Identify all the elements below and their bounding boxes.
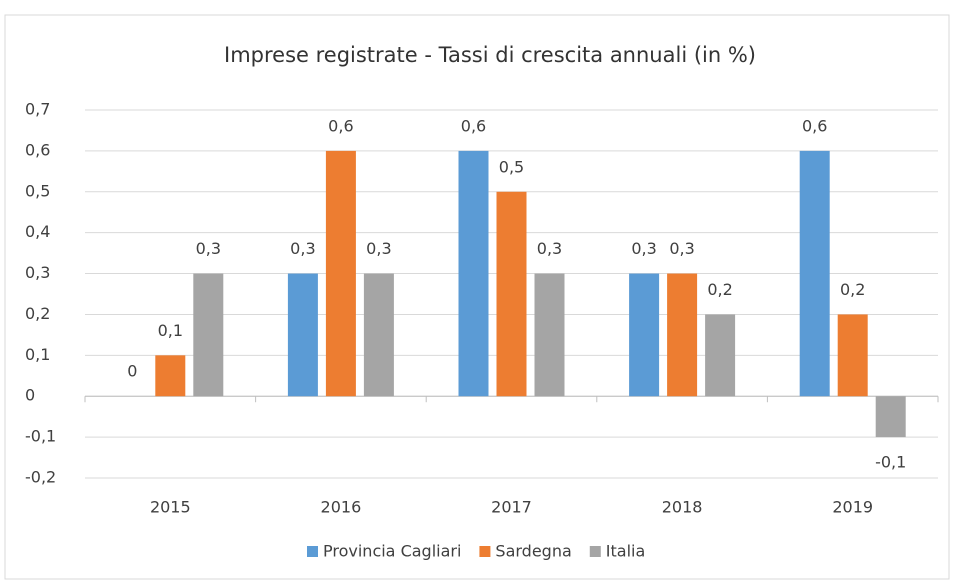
bar (837, 314, 868, 397)
bar (667, 273, 698, 397)
chart-title: Imprese registrate - Tassi di crescita a… (224, 43, 756, 67)
legend-label: Provincia Cagliari (323, 542, 461, 561)
bar (155, 355, 186, 397)
x-tick-label: 2019 (832, 498, 873, 517)
data-label: 0,2 (707, 280, 732, 299)
data-label: 0,3 (290, 239, 315, 258)
bar (629, 273, 660, 397)
y-tick-label: 0,7 (25, 100, 50, 119)
x-tick-label: 2015 (150, 498, 191, 517)
y-tick-label: 0,1 (25, 345, 50, 364)
data-label: 0,3 (196, 239, 221, 258)
legend-marker (479, 546, 491, 557)
bar (193, 273, 224, 397)
y-tick-label: 0,4 (25, 222, 50, 241)
x-tick-label: 2017 (491, 498, 532, 517)
bar (496, 191, 527, 397)
data-label: 0,5 (499, 157, 524, 176)
y-tick-label: 0 (25, 386, 35, 405)
bar (534, 273, 565, 397)
legend-marker (307, 546, 318, 557)
data-label: 0,6 (328, 116, 353, 135)
legend-label: Italia (606, 542, 646, 561)
bar (458, 150, 489, 397)
bar (287, 273, 318, 397)
data-label: 0,6 (802, 116, 827, 135)
x-tick-label: 2016 (321, 498, 362, 517)
bar (363, 273, 394, 397)
data-label: 0,2 (840, 280, 865, 299)
y-tick-label: 0,5 (25, 181, 50, 200)
data-label: -0,1 (875, 453, 906, 472)
y-tick-label: 0,6 (25, 140, 50, 159)
data-label: 0,3 (631, 239, 656, 258)
y-tick-label: 0,3 (25, 263, 50, 282)
data-label: 0 (127, 362, 137, 381)
bar (325, 150, 356, 397)
bar (799, 150, 830, 397)
bar (875, 396, 906, 438)
data-label: 0,1 (158, 321, 183, 340)
y-tick-label: -0,1 (25, 427, 56, 446)
legend-marker (589, 546, 601, 557)
data-label: 0,6 (461, 116, 486, 135)
y-tick-label: 0,2 (25, 304, 50, 323)
x-tick-label: 2018 (662, 498, 703, 517)
y-tick-label: -0,2 (25, 468, 56, 487)
bar (705, 314, 736, 397)
data-label: 0,3 (537, 239, 562, 258)
data-label: 0,3 (669, 239, 694, 258)
legend-label: Sardegna (495, 542, 571, 561)
data-label: 0,3 (366, 239, 391, 258)
